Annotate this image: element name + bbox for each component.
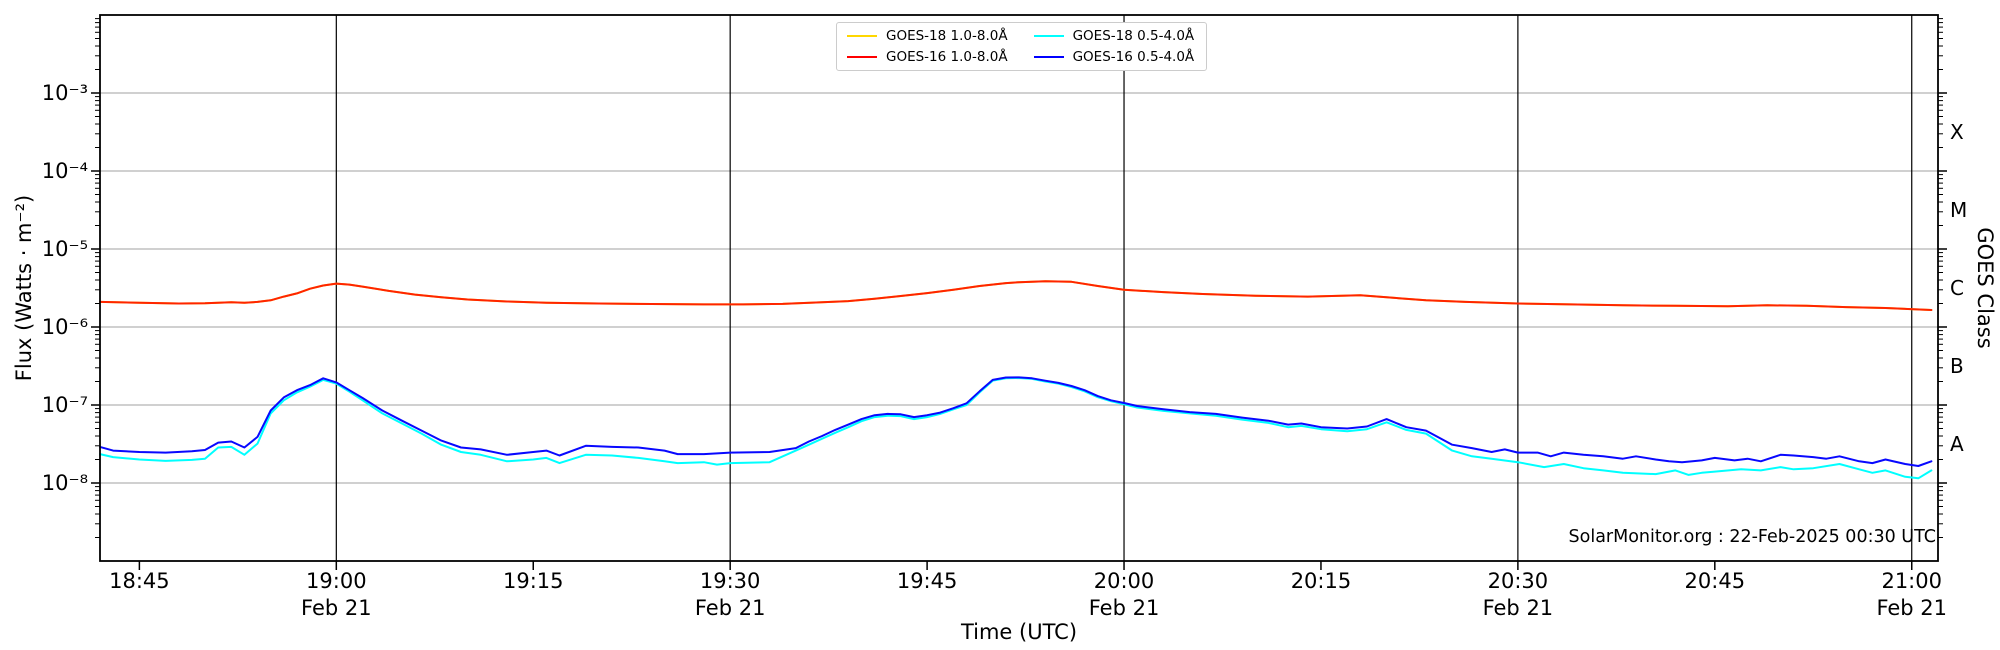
goes-class-label-a: A: [1950, 432, 1964, 456]
x-tick-date: Feb 21: [1482, 596, 1554, 621]
goes-class-label-c: C: [1950, 276, 1964, 300]
series-goes18_short-line: [99, 377, 1933, 480]
y-tick-label: 10⁻⁵: [41, 237, 88, 261]
x-tick-label: 19:45: [896, 569, 958, 593]
goes-class-label-x: X: [1950, 120, 1964, 144]
y-axis-title-goes-class: GOES Class: [1973, 227, 1997, 349]
legend-item-goes16_long: GOES-16 1.0-8.0Å: [847, 49, 1008, 65]
legend-swatch-goes18_long: [847, 35, 877, 38]
x-tick-label: 19:00 Feb 21: [301, 568, 372, 623]
legend-label: GOES-16 0.5-4.0Å: [1072, 48, 1195, 65]
series-goes16_short-line: [99, 376, 1933, 467]
series-goes16_long-line: [99, 280, 1933, 311]
x-tick-label: 20:45: [1684, 569, 1746, 593]
legend-swatch-goes18_short: [1033, 35, 1064, 38]
solarmonitor-annotation: SolarMonitor.org : 22-Feb-2025 00:30 UTC: [1568, 527, 1936, 547]
x-tick-label: 19:30 Feb 21: [695, 568, 766, 623]
y-tick-label: 10⁻⁷: [41, 393, 88, 417]
x-axis-title: Time (UTC): [960, 620, 1078, 644]
legend-label: GOES-18 1.0-8.0Å: [886, 28, 1008, 45]
y-tick-label: 10⁻⁴: [41, 159, 88, 183]
x-tick-date: Feb 21: [694, 596, 766, 621]
goes-class-label-b: B: [1950, 354, 1964, 378]
legend-label: GOES-16 1.0-8.0Å: [886, 48, 1008, 65]
legend-item-goes16_short: GOES-16 0.5-4.0Å: [1033, 48, 1195, 65]
y-tick-label: 10⁻³: [41, 81, 88, 105]
x-tick-label: 20:00 Feb 21: [1089, 568, 1160, 623]
legend-swatch-goes16_long: [847, 55, 877, 58]
x-tick-label: 18:45: [109, 569, 170, 593]
goes-class-label-m: M: [1950, 198, 1968, 222]
y-axis-title-flux: Flux (Watts · m⁻²): [12, 194, 36, 382]
x-tick-label: 20:30 Feb 21: [1483, 568, 1554, 623]
plot-border: [99, 14, 1939, 562]
x-tick-date: Feb 21: [301, 596, 372, 621]
legend-item-goes18_long: GOES-18 1.0-8.0Å: [847, 28, 1008, 44]
legend-label: GOES-18 0.5-4.0Å: [1072, 28, 1195, 45]
legend-swatch-goes16_short: [1033, 55, 1064, 58]
x-tick-label: 21:00 Feb 21: [1876, 568, 1947, 623]
x-tick-label: 19:15: [502, 569, 564, 593]
legend-item-goes18_short: GOES-18 0.5-4.0Å: [1033, 28, 1195, 45]
y-tick-label: 10⁻⁸: [41, 471, 88, 495]
legend: GOES-18 1.0-8.0Å GOES-16 1.0-8.0Å GOES-18 …: [836, 22, 1208, 71]
y-tick-label: 10⁻⁶: [41, 315, 88, 339]
x-tick-date: Feb 21: [1876, 596, 1948, 621]
x-tick-date: Feb 21: [1088, 596, 1160, 621]
x-tick-label: 20:15: [1290, 569, 1352, 593]
